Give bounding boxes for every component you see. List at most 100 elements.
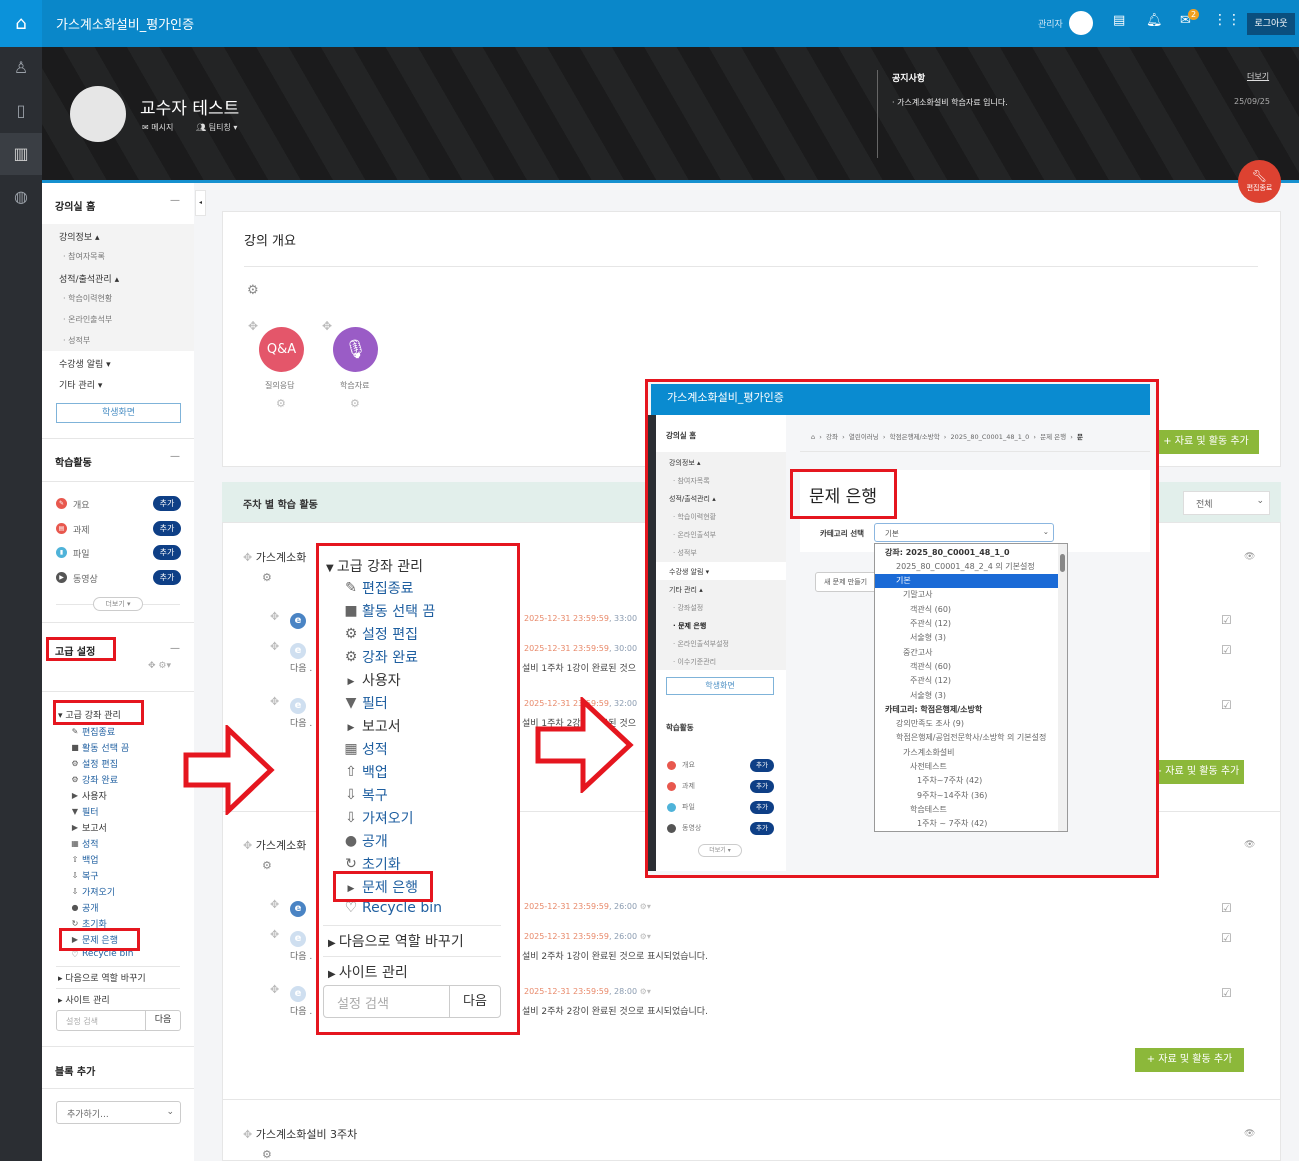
eye-icon[interactable]: 👁︎	[1244, 552, 1256, 562]
move-icon[interactable]: ✥	[270, 610, 280, 623]
site-admin[interactable]: ▶ 사이트 관리	[328, 965, 408, 981]
add-activity-badge[interactable]: 추가	[153, 569, 181, 585]
move-icon[interactable]: ✥	[270, 983, 280, 996]
gear-icon[interactable]: ⚙	[262, 1148, 272, 1161]
settings-item[interactable]: ♡ Recycle bin	[68, 949, 133, 959]
menu-group[interactable]: 성적/출석관리 ▴	[59, 275, 120, 285]
settings-item[interactable]: ⚙ 강좌 완료	[68, 773, 118, 786]
settings-item[interactable]: ⚙ 강좌 완료	[340, 647, 418, 667]
add-activity-button[interactable]: + 자료 및 활동 추가	[1149, 760, 1244, 784]
menu-student-notice[interactable]: 수강생 알림 ▾	[59, 360, 111, 370]
menu-item[interactable]: · 온라인출석부	[63, 315, 113, 324]
settings-item[interactable]: ▶ 사용자	[340, 670, 401, 690]
completion-checkbox[interactable]: ☑	[1221, 986, 1232, 1000]
menu-etc[interactable]: 기타 관리 ▾	[59, 381, 103, 391]
home-icon[interactable]: ⌂	[0, 0, 42, 47]
week-filter-select[interactable]: 전체 ⌄	[1183, 491, 1270, 515]
settings-search-button[interactable]: 다음	[449, 985, 501, 1018]
gear-icon[interactable]: ⚙	[247, 283, 259, 298]
move-icon[interactable]: ✥	[248, 319, 259, 333]
activity-type[interactable]: 개요	[73, 501, 90, 511]
eye-icon[interactable]: 👁︎	[1244, 1129, 1256, 1139]
settings-item[interactable]: ⇧ 백업	[68, 853, 99, 866]
settings-item[interactable]: ■ 활동 선택 끔	[340, 601, 435, 621]
site-admin[interactable]: ▸ 사이트 관리	[58, 996, 110, 1006]
collapse-block-button[interactable]: —	[170, 643, 180, 654]
gear-icon[interactable]: ⚙	[262, 859, 272, 872]
collapse-block-button[interactable]: —	[170, 451, 180, 462]
notice-more-link[interactable]: 더보기	[1247, 72, 1270, 81]
activity-type[interactable]: 파일	[73, 550, 90, 560]
map-icon[interactable]: ▥	[0, 133, 42, 175]
globe-icon[interactable]: ◍	[14, 187, 28, 206]
move-gear-icon[interactable]: ✥ ⚙▾	[148, 661, 171, 671]
switch-role[interactable]: ▶ 다음으로 역할 바꾸기	[328, 934, 464, 950]
settings-item[interactable]: ▼ 필터	[340, 693, 388, 713]
move-icon[interactable]: ✥	[270, 928, 280, 941]
completion-checkbox[interactable]: ☑	[1221, 613, 1232, 627]
settings-item[interactable]: ▶ 문제 은행	[68, 933, 118, 946]
settings-item[interactable]: ● 공개	[68, 901, 99, 914]
settings-item[interactable]: ⇩ 복구	[68, 869, 99, 882]
site-title[interactable]: 가스계소화설비_평가인증	[56, 18, 195, 33]
activity-label[interactable]: 학습자료	[340, 381, 370, 390]
add-block-select[interactable]: 추가하기... ⌄	[56, 1101, 181, 1124]
add-activity-button[interactable]: + 자료 및 활동 추가	[1135, 1048, 1244, 1072]
settings-item[interactable]: ▶ 보고서	[340, 716, 401, 736]
settings-item[interactable]: ⚙ 설정 편집	[340, 624, 418, 644]
team-teaching-link[interactable]: 👥︎ 팀티칭 ▾	[196, 123, 238, 132]
settings-item[interactable]: ⇩ 가져오기	[68, 885, 115, 898]
settings-item[interactable]: ▶ 보고서	[68, 821, 107, 834]
settings-item[interactable]: ⚙ 설정 편집	[68, 757, 118, 770]
book-icon[interactable]: ▯	[16, 101, 26, 120]
settings-item[interactable]: ♡ Recycle bin	[340, 900, 442, 916]
settings-item[interactable]: ↻ 초기화	[68, 917, 107, 930]
menu-group[interactable]: 강의정보 ▴	[59, 233, 100, 243]
add-activity-button[interactable]: + 자료 및 활동 추가	[1153, 430, 1259, 454]
settings-item[interactable]: ● 공개	[340, 831, 388, 851]
bell-icon[interactable]: 🔔︎	[1146, 13, 1163, 28]
move-icon[interactable]: ✥	[270, 898, 280, 911]
week-title[interactable]: ✥ 가스계소화	[243, 839, 307, 852]
mail-icon[interactable]: ✉	[1180, 13, 1191, 28]
settings-item[interactable]: ▶ 사용자	[68, 789, 107, 802]
settings-item[interactable]: ✎ 편집종료	[340, 578, 413, 598]
move-icon[interactable]: ✥	[322, 319, 333, 333]
elearning-activity-icon[interactable]: e	[290, 901, 306, 917]
settings-item[interactable]: ■ 활동 선택 끔	[68, 741, 129, 754]
settings-header[interactable]: ▼ 고급 강좌 관리	[326, 559, 424, 575]
completion-checkbox[interactable]: ☑	[1221, 698, 1232, 712]
gear-icon[interactable]: ⚙	[350, 397, 360, 410]
message-link[interactable]: ✉ 메시지	[142, 123, 174, 132]
settings-search-input[interactable]: 설정 검색	[56, 1010, 146, 1031]
settings-item[interactable]: ▼ 필터	[68, 805, 99, 818]
settings-item[interactable]: ⇩ 가져오기	[340, 808, 413, 828]
elearning-activity-icon[interactable]: e	[290, 986, 306, 1002]
settings-item[interactable]: ⇩ 복구	[340, 785, 388, 805]
eye-icon[interactable]: 👁︎	[1244, 840, 1256, 850]
menu-item[interactable]: · 성적부	[63, 336, 91, 345]
completion-checkbox[interactable]: ☑	[1221, 643, 1232, 657]
student-view-button[interactable]: 학생화면	[56, 403, 181, 423]
settings-item[interactable]: ▦ 성적	[340, 739, 387, 759]
settings-item[interactable]: ✎ 편집종료	[68, 725, 115, 738]
elearning-activity-icon[interactable]: e	[290, 698, 306, 714]
settings-header[interactable]: ▾ 고급 강좌 관리	[58, 711, 121, 721]
collapse-panel-button[interactable]: ◂	[195, 190, 206, 216]
gear-icon[interactable]: ⚙	[276, 397, 286, 410]
week-title[interactable]: ✥ 가스계소화설비 3주차	[243, 1128, 358, 1141]
activity-label[interactable]: 질의응답	[265, 381, 295, 390]
week-title[interactable]: ✥ 가스계소화	[243, 551, 307, 564]
more-button[interactable]: 더보기 ▾	[93, 597, 143, 611]
book-icon[interactable]: ▤	[1113, 13, 1126, 28]
switch-role[interactable]: ▸ 다음으로 역할 바꾸기	[58, 974, 146, 984]
settings-item[interactable]: ↻ 초기화	[340, 854, 401, 874]
edit-end-button[interactable]: 🔧︎ 편집종료	[1238, 160, 1281, 203]
activity-type[interactable]: 동영상	[73, 574, 98, 585]
add-activity-badge[interactable]: 추가	[153, 545, 181, 560]
notice-item[interactable]: · 가스계소화설비 학습자료 입니다.	[892, 98, 1008, 107]
completion-checkbox[interactable]: ☑	[1221, 931, 1232, 945]
settings-item[interactable]: ▶ 문제 은행	[340, 877, 418, 897]
move-icon[interactable]: ✥	[270, 695, 280, 708]
logout-button[interactable]: 로그아웃	[1247, 13, 1295, 35]
